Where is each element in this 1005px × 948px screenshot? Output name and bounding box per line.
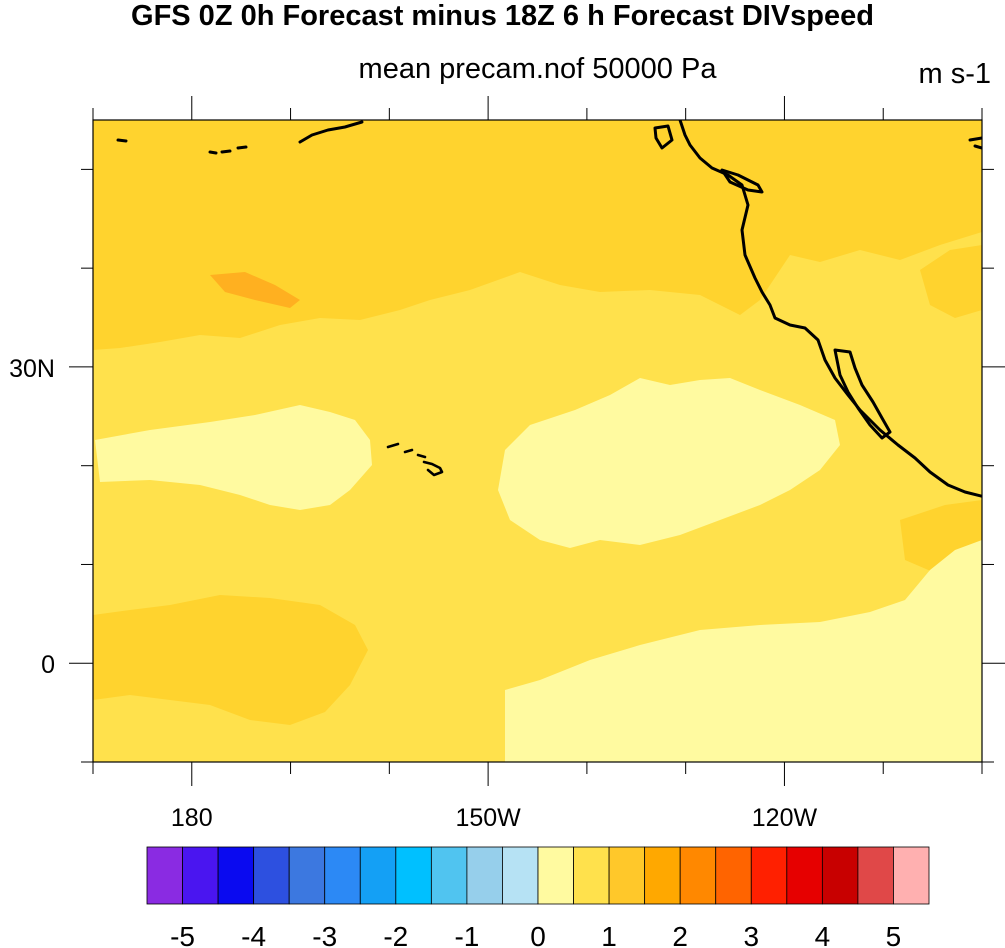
field-region-high-north <box>93 120 982 350</box>
field-region-high-northeast <box>920 245 982 318</box>
aleutian-arc <box>298 120 364 144</box>
colorbar-swatch <box>715 846 752 905</box>
axis-labels: 30N 0 180 150W 120W <box>9 355 817 832</box>
colorbar-label: -4 <box>241 921 266 948</box>
colorbar-swatch <box>821 846 859 905</box>
axis-ticks <box>69 96 1005 786</box>
lat-label: 0 <box>41 651 55 679</box>
field-region-high-equator <box>93 595 368 725</box>
baja-peninsula-coastline <box>833 348 892 440</box>
lon-label: 180 <box>171 804 213 832</box>
colorbar-swatch <box>644 846 681 905</box>
colorbar-swatch <box>608 846 646 905</box>
units-label: m s-1 <box>918 58 992 90</box>
colorbar-swatch <box>288 846 326 905</box>
lon-label: 150W <box>455 804 521 832</box>
colorbar-swatch <box>395 846 432 905</box>
map-frame <box>92 119 983 763</box>
colorbar-swatch <box>324 846 361 905</box>
colorbar: -5 -4 -3 -2 -1 0 1 2 3 4 5 <box>146 846 930 948</box>
colorbar-label: 4 <box>815 921 831 948</box>
colorbar-swatch <box>359 846 397 905</box>
lon-label: 120W <box>752 804 818 832</box>
colorbar-swatch <box>430 846 468 905</box>
colorbar-label: 1 <box>601 921 617 948</box>
colorbar-label: 5 <box>886 921 902 948</box>
colorbar-swatch <box>750 846 788 905</box>
puget-sound <box>720 168 764 194</box>
colorbar-swatch <box>573 846 610 905</box>
field-region-low-central <box>498 378 840 548</box>
colorbar-label: -1 <box>454 921 479 948</box>
field-region-low-hawaii <box>95 405 372 510</box>
colorbar-label: -5 <box>170 921 195 948</box>
colorbar-swatch <box>182 846 219 905</box>
map-subtitle: mean precam.nof 50000 Pa <box>358 53 717 85</box>
map-title: GFS 0Z 0h Forecast minus 18Z 6 h Forecas… <box>131 0 874 32</box>
colorbar-swatch <box>786 846 823 905</box>
colorbar-label: -3 <box>312 921 337 948</box>
colorbar-swatch <box>146 846 183 905</box>
canada-fragment <box>968 136 982 150</box>
field-region-low-south <box>505 540 982 762</box>
contour-field <box>93 120 982 762</box>
coastlines <box>116 120 982 498</box>
colorbar-label: -2 <box>383 921 408 948</box>
colorbar-swatch <box>253 846 290 905</box>
aleutian-islet-1 <box>116 138 128 143</box>
lat-label: 30N <box>9 355 55 383</box>
aleutian-islet-2 <box>208 145 248 155</box>
colorbar-swatch <box>857 846 894 905</box>
field-region-peak <box>210 272 300 308</box>
colorbar-swatch <box>537 846 574 905</box>
north-america-coastline <box>678 120 982 498</box>
vancouver-island <box>653 124 674 150</box>
colorbar-swatch <box>679 846 717 905</box>
colorbar-swatch <box>893 846 930 905</box>
colorbar-swatch <box>466 846 503 905</box>
colorbar-label: 2 <box>672 921 688 948</box>
colorbar-swatch <box>502 846 539 905</box>
colorbar-swatch <box>217 846 255 905</box>
colorbar-label: 3 <box>743 921 759 948</box>
hawaii-islands <box>386 442 444 477</box>
colorbar-label: 0 <box>530 921 546 948</box>
